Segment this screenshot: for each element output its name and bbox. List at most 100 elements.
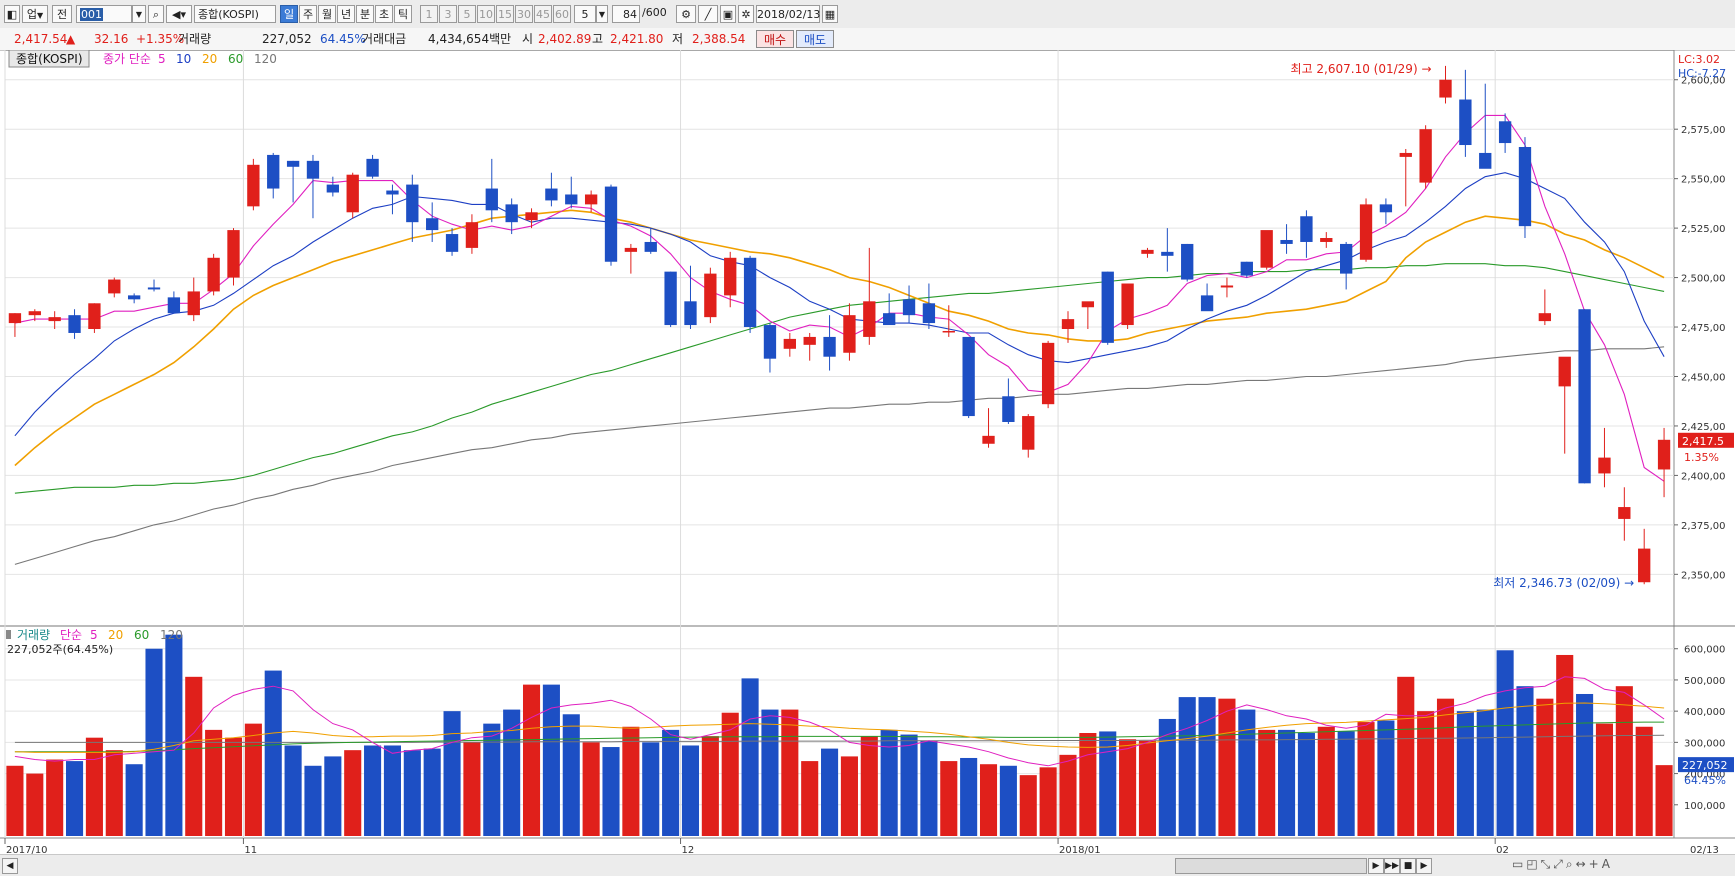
volume-ma60-line [14,721,1665,753]
volume-bar [304,765,322,836]
volume-bar [1615,686,1633,836]
candle-body [326,184,339,193]
volume-bar [165,634,183,836]
candle-body [1598,457,1611,474]
code-input[interactable]: 001 [76,5,132,23]
interval-button-15[interactable]: 15 [496,5,514,23]
volume-bar [562,714,580,836]
interval-button-60[interactable]: 60 [553,5,571,23]
candle-body [1022,416,1035,450]
chart-area[interactable]: 2,600,00 2,575,00 2,550,00 2,525,00 2,500,00… [0,50,1735,854]
interval-button-1[interactable]: 1 [420,5,438,23]
candle-body [366,158,379,177]
candle-body [1518,147,1532,227]
gear-icon[interactable]: ✲ [738,5,754,23]
volume-bar [1158,718,1176,836]
index-name-field[interactable]: 종합(KOSPI) [194,5,276,23]
period-tab-0[interactable]: 일 [280,5,298,23]
period-tab-3[interactable]: 년 [337,5,355,23]
candle-body [704,273,717,318]
search-icon[interactable]: ⌕ [148,5,164,23]
volume-ma120-line [14,734,1665,743]
candle-body [48,317,61,322]
period-tab-2[interactable]: 월 [318,5,336,23]
candle-body [1578,309,1591,484]
count-input[interactable]: 84 [612,5,640,23]
period-tab-1[interactable]: 주 [299,5,317,23]
scrollbar-thumb[interactable] [1175,858,1367,874]
price-ma20-line [14,209,1665,467]
low-label: 저 [672,32,684,46]
volume-bar [85,737,103,836]
price-tick-label: 2,500,00 [1681,274,1726,285]
volume-bar [642,742,660,836]
volume-bar [423,748,441,836]
candle-body [684,301,697,326]
interval-chevron-down-icon[interactable]: ▼ [596,5,608,23]
scroll-right-icon[interactable]: ▶ [1416,858,1432,874]
volume-bar [1019,775,1037,836]
moving-average-lines [14,114,1665,565]
candle-body [1121,283,1134,326]
volume-bar [622,726,640,836]
volume-bar [1595,723,1614,836]
horizontal-scrollbar[interactable]: ◀ ▶ ▶▶ ■ ▶ ▭◰⤡⤢⌕↔+A [0,854,1735,876]
date-input[interactable]: 2018/02/13 [756,5,820,23]
interval-button-30[interactable]: 30 [515,5,533,23]
buy-button[interactable]: 매수 [756,30,794,48]
volume-bar [542,684,560,836]
calendar-icon[interactable]: ▦ [822,5,838,23]
candle-body [962,336,975,417]
volume-bar [999,765,1017,836]
settings-toggle-icon[interactable]: ⚙ [676,5,696,23]
open-value: 2,402.89 [538,32,592,46]
sell-button[interactable]: 매도 [796,30,834,48]
speaker-icon[interactable]: ◀▾ [166,5,192,23]
candle-body [1459,99,1472,146]
volume-bar [503,709,521,836]
index-title: 종합(KOSPI) [16,52,83,66]
volume-bar [602,747,620,836]
interval-button-45[interactable]: 45 [534,5,552,23]
volume-bar [1059,754,1077,836]
interval-button-3[interactable]: 3 [439,5,457,23]
code-dropdown-chevron-down-icon[interactable]: ▼ [132,5,146,23]
scroll-left-icon[interactable]: ◀ [2,858,18,874]
last-pct-label: 1.35% [1684,451,1719,464]
candle-body [525,212,538,221]
panel-icon[interactable]: ◧ [4,5,20,23]
axes: 2,600,00 2,575,00 2,550,00 2,525,00 2,500,00… [4,76,1726,854]
play-icon[interactable]: ▶ [1368,858,1384,874]
last-price-tag [1678,432,1734,448]
amount-label: 거래대금 [362,32,407,46]
candle-body [843,315,856,353]
period-tab-4[interactable]: 분 [356,5,374,23]
candle-body [902,299,916,316]
code-value: 001 [80,8,103,21]
time-tick-label: 12 [682,845,695,854]
market-selector[interactable]: 업▼ [22,5,48,23]
volume-bar [1337,731,1355,836]
volume-bar [6,765,24,836]
interval-input[interactable]: 5 [574,5,596,23]
candle-body [565,194,578,205]
chart-type-icon[interactable]: ╱ [698,5,718,23]
volume-bar [46,759,64,836]
interval-button-5[interactable]: 5 [458,5,476,23]
fast-forward-icon[interactable]: ▶▶ [1384,858,1400,874]
period-tab-6[interactable]: 틱 [394,5,412,23]
interval-button-10[interactable]: 10 [477,5,495,23]
period-tab-5[interactable]: 초 [375,5,393,23]
market-label: 업 [26,8,37,21]
stop-icon[interactable]: ■ [1400,858,1416,874]
candle-body [465,222,479,248]
drawing-tools-icon[interactable]: ▭◰⤡⤢⌕↔+A [1512,857,1613,871]
save-icon[interactable]: ▣ [720,5,736,23]
candle-body [1300,216,1313,242]
prev-button[interactable]: 전 [52,5,72,23]
last-volume-tag [1678,757,1734,773]
candle-body [1161,251,1174,256]
volume-title: 거래량 [17,628,50,642]
candle-body [227,230,240,278]
candle-body [1618,507,1631,519]
